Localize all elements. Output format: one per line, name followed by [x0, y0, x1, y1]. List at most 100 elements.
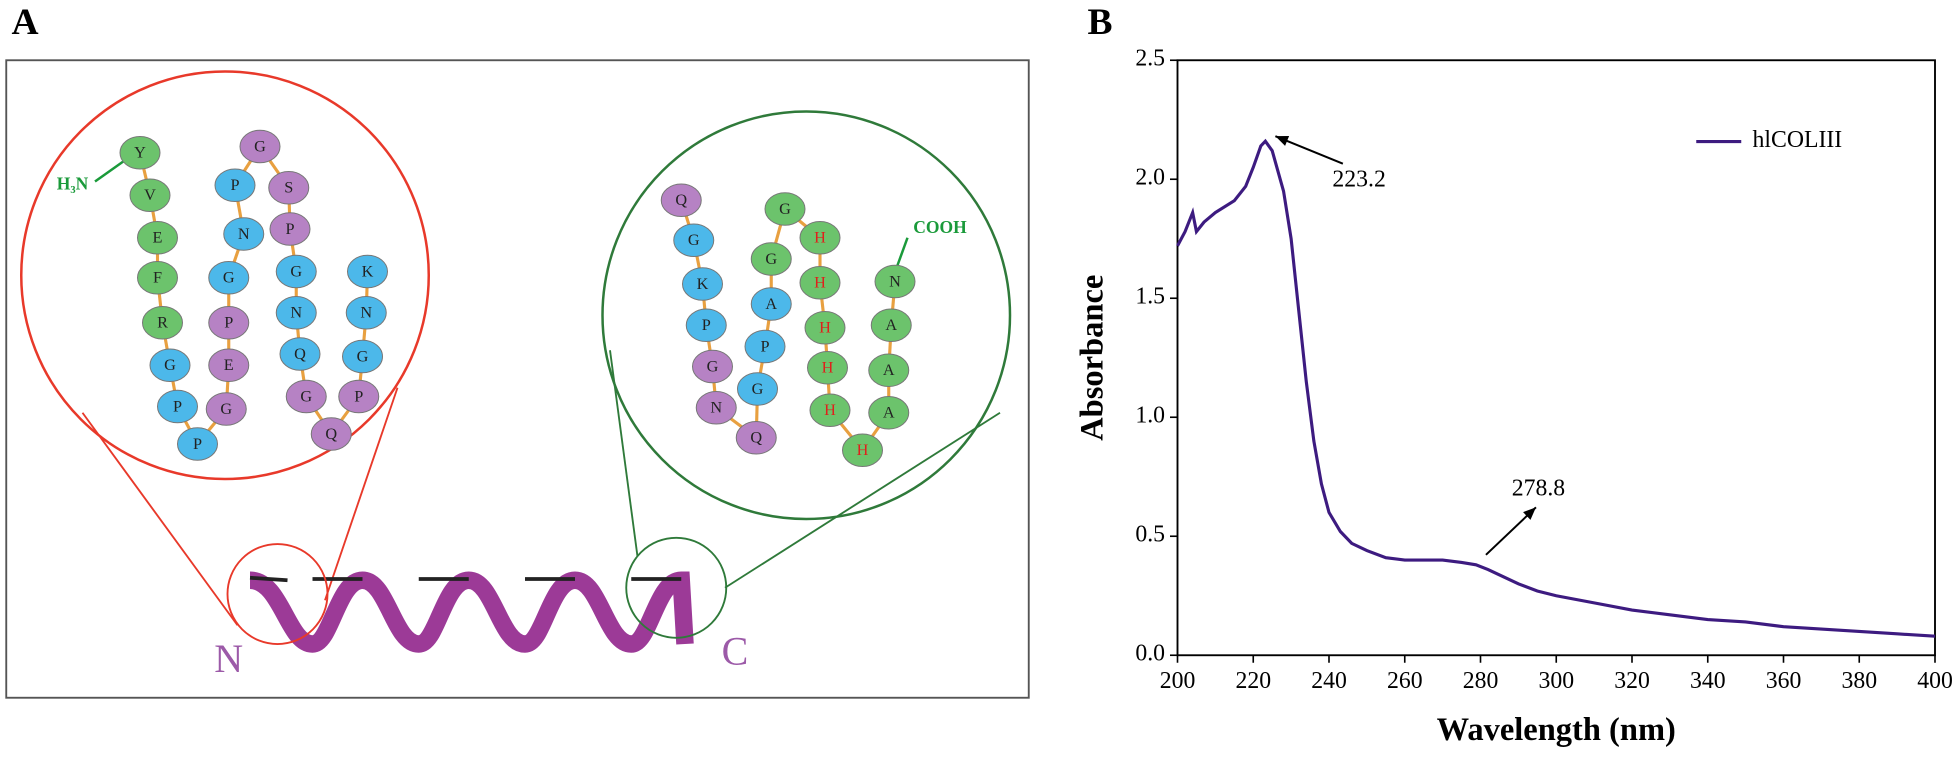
zoom-line	[609, 350, 639, 557]
residue-letter: P	[193, 435, 202, 453]
residue-letter: N	[889, 272, 901, 290]
residue-bead	[750, 287, 792, 321]
residue-bead	[799, 266, 841, 300]
residue-letter: A	[883, 404, 895, 422]
y-tick-label: 2.5	[1135, 46, 1165, 72]
residue-letter: G	[220, 400, 232, 418]
residue-letter: G	[223, 269, 235, 287]
annotation-arrowhead	[1275, 135, 1290, 146]
residue-bead	[142, 306, 183, 340]
zoom-line	[324, 387, 399, 601]
panel-label: A	[11, 2, 38, 43]
residue-letter: P	[230, 176, 239, 194]
residue-letter: A	[885, 316, 897, 334]
residue-letter: A	[765, 295, 777, 313]
zoom-circle-small	[226, 543, 329, 645]
x-tick-label: 340	[1690, 668, 1726, 694]
residue-letter: P	[224, 314, 233, 332]
residue-bead	[660, 183, 702, 217]
x-tick-label: 260	[1387, 668, 1423, 694]
residue-bead	[223, 217, 265, 251]
residue-letter: G	[290, 262, 302, 280]
x-tick-label: 380	[1841, 668, 1877, 694]
residue-bead	[239, 129, 281, 164]
legend-label: hlCOLIII	[1753, 127, 1843, 153]
residue-letter: G	[779, 200, 791, 218]
residue-bead	[870, 308, 912, 342]
residue-letter: Q	[325, 425, 337, 443]
residue-bead	[347, 254, 388, 289]
residue-bead	[807, 351, 848, 385]
residue-bead	[205, 392, 247, 426]
residue-bead	[137, 221, 178, 255]
residue-letter: G	[164, 356, 176, 374]
x-tick-label: 300	[1538, 668, 1574, 694]
residue-bead	[804, 311, 846, 345]
n-terminus: H₃N	[57, 173, 89, 193]
y-tick-label: 0.5	[1135, 522, 1165, 548]
zoom-circle	[601, 110, 1012, 521]
residue-letter: Q	[294, 345, 306, 363]
residue-letter: S	[284, 179, 293, 197]
residue-letter: H	[814, 229, 826, 247]
annotation-text: 278.8	[1512, 475, 1565, 501]
residue-bead	[809, 393, 851, 427]
residue-bead	[208, 306, 250, 340]
residue-bead	[735, 421, 777, 455]
terminus-link	[94, 159, 126, 183]
y-axis-label: Absorbance	[1074, 275, 1110, 441]
residue-letter: N	[290, 304, 302, 322]
residue-letter: H	[814, 274, 826, 292]
residue-bead	[285, 379, 327, 414]
residue-letter: G	[707, 357, 719, 375]
residue-bead	[177, 427, 218, 461]
residue-letter: K	[697, 275, 709, 293]
n-label: N	[214, 636, 243, 681]
residue-letter: G	[254, 137, 266, 155]
residue-bead	[157, 389, 198, 424]
residue-bead	[275, 254, 317, 289]
residue-bead	[737, 372, 778, 406]
helix-ribbon	[248, 571, 694, 653]
residue-letter: N	[710, 399, 722, 417]
residue-bead	[673, 223, 715, 257]
x-tick-label: 200	[1160, 668, 1196, 694]
residue-bead	[119, 136, 161, 170]
x-tick-label: 220	[1235, 668, 1271, 694]
residue-bead	[208, 261, 250, 295]
residue-bead	[279, 337, 321, 371]
x-tick-label: 320	[1614, 668, 1650, 694]
residue-bead	[208, 348, 250, 382]
y-tick-label: 2.0	[1135, 165, 1165, 191]
x-tick-label: 240	[1311, 668, 1347, 694]
residue-bead	[214, 168, 256, 202]
residue-letter: G	[300, 387, 312, 405]
residue-bead	[275, 296, 317, 330]
data-line	[1176, 138, 1936, 638]
panel-label: B	[1087, 2, 1112, 43]
residue-bead	[695, 391, 737, 425]
residue-bead	[868, 396, 910, 430]
residue-letter: P	[702, 316, 711, 334]
residue-letter: G	[688, 231, 700, 249]
residue-letter: P	[285, 220, 294, 238]
residue-letter: Q	[675, 191, 687, 209]
terminus-link	[896, 237, 909, 266]
residue-letter: P	[354, 387, 363, 405]
residue-bead	[764, 192, 806, 226]
residue-letter: G	[752, 380, 764, 398]
residue-bead	[338, 379, 380, 414]
residue-letter: R	[157, 314, 168, 332]
residue-letter: H	[822, 359, 834, 377]
helix	[248, 571, 694, 653]
residue-letter: A	[883, 361, 895, 379]
residue-bead	[269, 212, 311, 246]
residue-letter: Q	[750, 429, 762, 447]
residue-letter: N	[360, 304, 372, 322]
y-tick-label: 1.5	[1135, 284, 1165, 310]
residue-bead	[868, 353, 910, 387]
residue-letter: G	[357, 347, 369, 365]
residue-letter: V	[144, 186, 156, 204]
